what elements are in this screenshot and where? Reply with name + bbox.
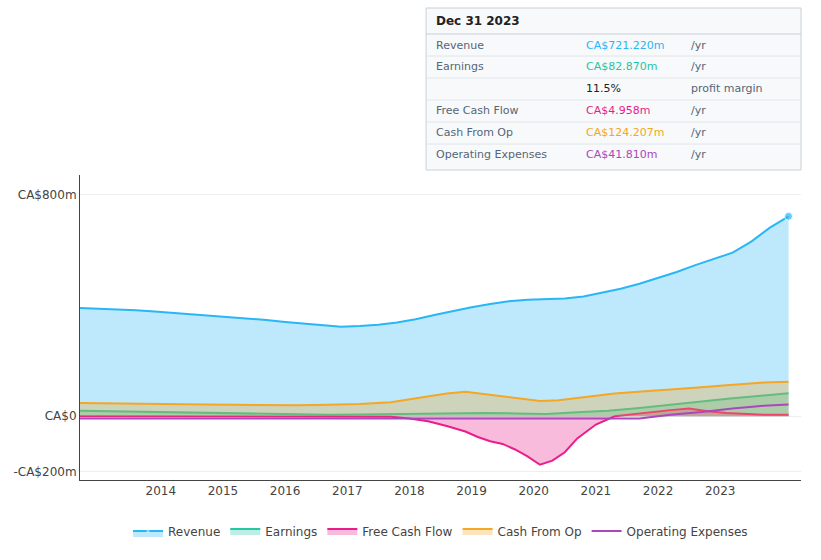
svg-text:Earnings: Earnings	[436, 60, 484, 73]
svg-text:Free Cash Flow: Free Cash Flow	[362, 525, 452, 539]
svg-text:2016: 2016	[270, 484, 301, 498]
svg-text:profit margin: profit margin	[691, 82, 763, 95]
svg-text:2015: 2015	[208, 484, 239, 498]
svg-text:/yr: /yr	[691, 39, 706, 52]
svg-text:Free Cash Flow: Free Cash Flow	[436, 104, 519, 117]
svg-text:Dec 31 2023: Dec 31 2023	[436, 14, 520, 28]
svg-text:2023: 2023	[705, 484, 736, 498]
svg-text:2017: 2017	[332, 484, 363, 498]
svg-text:CA$0: CA$0	[45, 409, 77, 423]
svg-text:2020: 2020	[518, 484, 549, 498]
svg-text:Operating Expenses: Operating Expenses	[436, 148, 547, 161]
svg-text:CA$721.220m: CA$721.220m	[586, 39, 664, 52]
svg-text:Operating Expenses: Operating Expenses	[627, 525, 748, 539]
svg-text:CA$800m: CA$800m	[18, 188, 77, 202]
svg-text:/yr: /yr	[691, 126, 706, 139]
svg-text:2014: 2014	[146, 484, 177, 498]
svg-text:Cash From Op: Cash From Op	[498, 525, 582, 539]
svg-text:/yr: /yr	[691, 148, 706, 161]
svg-text:CA$4.958m: CA$4.958m	[586, 104, 650, 117]
svg-text:CA$82.870m: CA$82.870m	[586, 60, 657, 73]
svg-text:2021: 2021	[581, 484, 612, 498]
svg-text:11.5%: 11.5%	[586, 82, 621, 95]
svg-text:Revenue: Revenue	[436, 39, 484, 52]
svg-text:/yr: /yr	[691, 104, 706, 117]
svg-text:2018: 2018	[394, 484, 425, 498]
svg-text:2022: 2022	[643, 484, 674, 498]
svg-text:CA$41.810m: CA$41.810m	[586, 148, 657, 161]
svg-text:Earnings: Earnings	[265, 525, 317, 539]
svg-text:CA$124.207m: CA$124.207m	[586, 126, 664, 139]
svg-text:/yr: /yr	[691, 60, 706, 73]
svg-text:Cash From Op: Cash From Op	[436, 126, 513, 139]
svg-text:2019: 2019	[456, 484, 487, 498]
svg-text:Revenue: Revenue	[168, 525, 220, 539]
svg-text:-CA$200m: -CA$200m	[13, 465, 76, 479]
